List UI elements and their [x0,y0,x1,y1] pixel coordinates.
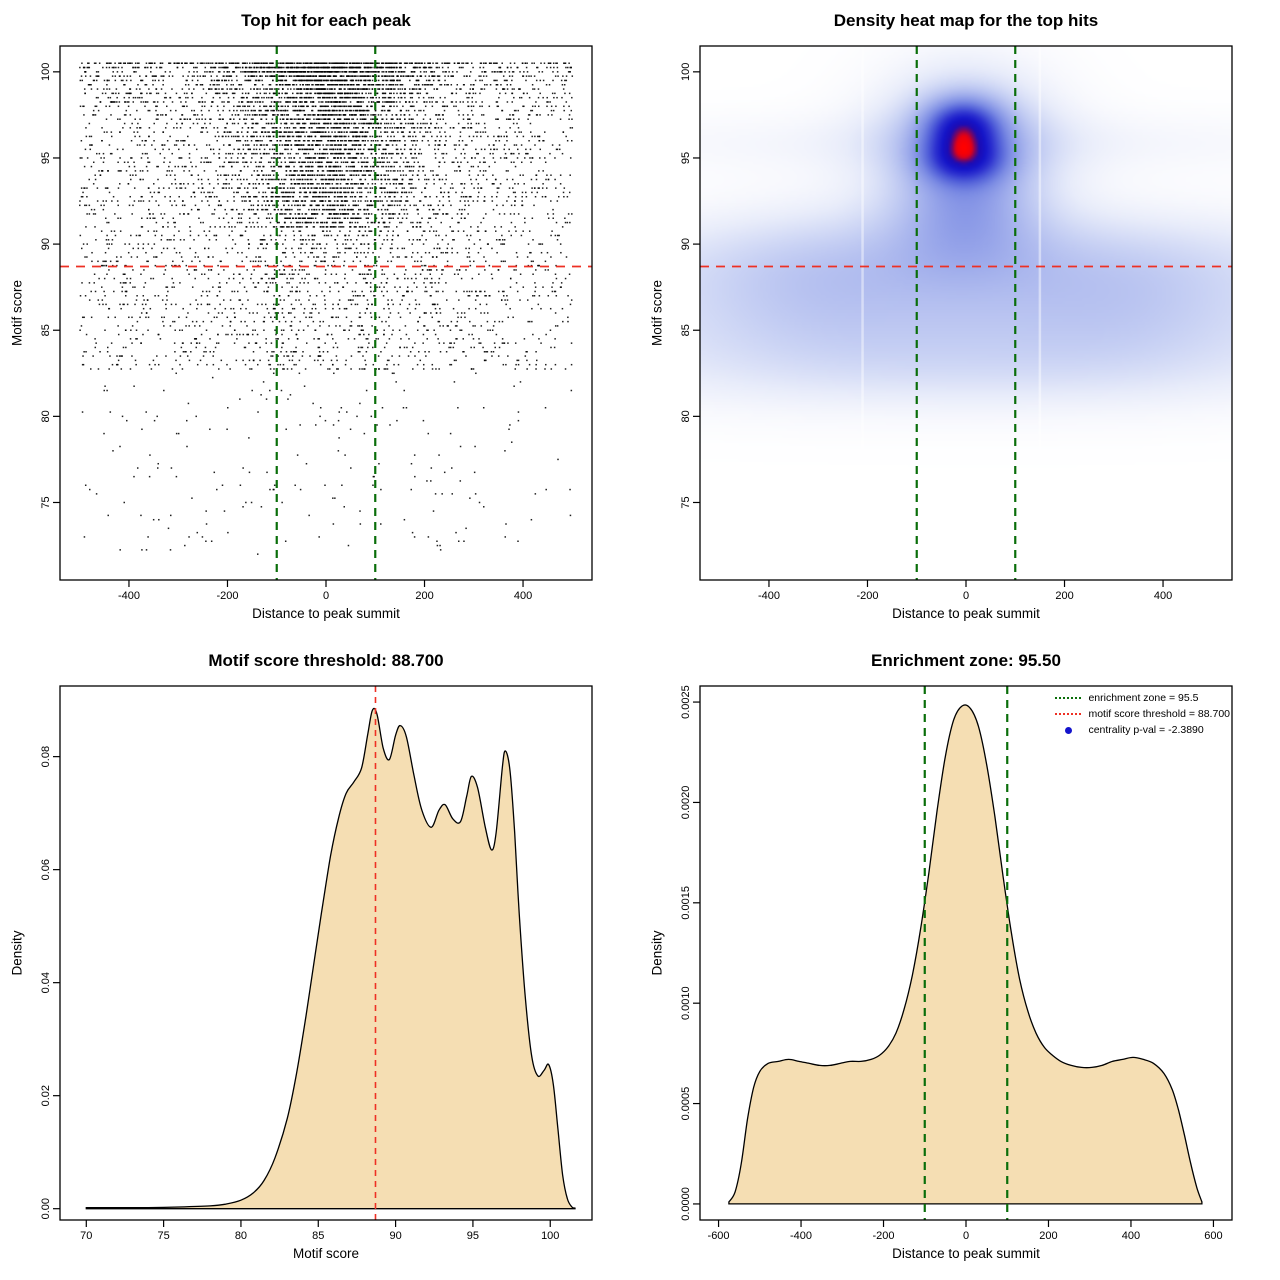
legend-red-line [1055,713,1082,715]
x-tick-label: 400 [514,590,532,602]
chart-title: Density heat map for the top hits [833,11,1099,30]
chart-title: Motif score threshold: 88.700 [208,651,444,670]
x-tick-label: 80 [235,1230,247,1242]
x-tick-label: -400 [758,590,780,602]
x-tick-label: 0 [323,590,329,602]
dotted-line-icon [1055,697,1082,699]
legend-label: enrichment zone = 95.5 [1088,692,1199,704]
density-curve [85,707,576,1210]
x-axis-label: Distance to peak summit [252,606,400,621]
panel-enrichment-zone-density: Enrichment zone: 95.50 -600 -400 -200 0 200 4… [640,640,1280,1280]
x-tick-label: 100 [541,1230,559,1242]
dotted-line-icon [1055,713,1082,715]
y-tick-label: 85 [40,324,52,336]
x-tick-label: 400 [1154,590,1172,602]
y-tick-label: 0.0025 [680,685,692,719]
y-tick-label: 80 [680,410,692,422]
chart-title: Enrichment zone: 95.50 [871,651,1061,670]
panel-top-hit-scatter: Top hit for each peak -400 -200 0 200 400 75 8… [0,0,640,640]
legend-green-line [1055,697,1082,699]
scatter-axes: -400 -200 0 200 400 75 80 85 90 95 100 [40,45,593,602]
plot-border [59,45,593,581]
legend-label: centrality p-val = -2.3890 [1088,724,1204,736]
y-tick-label: 95 [680,152,692,164]
legend-item-enrichment-zone: enrichment zone = 95.5 [1055,690,1230,706]
y-tick-label: 90 [40,238,52,250]
x-tick-label: 90 [389,1230,401,1242]
score-density-plot: 70 75 80 85 90 95 100 0.00 0.02 0.04 0.06 0.08 [40,685,593,1242]
heatmap-axes: -400 -200 0 200 400 75 80 85 90 95 100 [680,45,1233,602]
scatter-points-canvas [60,46,592,580]
y-tick-label: 0.04 [40,972,52,993]
x-tick-label: -200 [216,590,238,602]
panel-motif-score-density: Motif score threshold: 88.700 70 75 80 85 90… [0,640,640,1280]
x-tick-label: 0 [963,590,969,602]
legend-item-score-threshold: motif score threshold = 88.700 [1055,706,1230,722]
x-tick-label: 400 [1122,1230,1140,1242]
y-tick-label: 80 [40,410,52,422]
y-axis-label: Density [649,930,665,976]
legend-label: motif score threshold = 88.700 [1088,708,1230,720]
y-tick-label: 0.0020 [680,786,692,820]
y-axis-label: Motif score [649,279,665,347]
legend-item-centrality-pval: centrality p-val = -2.3890 [1055,722,1230,738]
x-tick-label: -400 [118,590,140,602]
dot-icon [1055,726,1081,734]
x-tick-label: -200 [856,590,878,602]
x-tick-label: -400 [790,1230,812,1242]
x-tick-label: 600 [1204,1230,1222,1242]
legend-blue-dot [1064,726,1072,734]
legend: enrichment zone = 95.5 motif score thres… [1055,690,1230,738]
density-curve [728,704,1203,1205]
x-axis-label: Distance to peak summit [892,606,1040,621]
x-tick-label: -200 [873,1230,895,1242]
y-tick-label: 100 [680,63,692,81]
x-tick-label: 75 [157,1230,169,1242]
chart-title: Top hit for each peak [241,11,411,30]
y-tick-label: 90 [680,238,692,250]
x-tick-label: 200 [1055,590,1073,602]
y-tick-label: 0.08 [40,746,52,767]
plot-border [59,685,593,1221]
heatmap-canvas [700,46,1232,580]
panel-density-heatmap: Density heat map for the top hits -400 -2… [640,0,1280,640]
y-tick-label: 0.0015 [680,886,692,920]
y-tick-label: 85 [680,324,692,336]
y-tick-label: 0.02 [40,1085,52,1106]
y-tick-label: 0.06 [40,859,52,880]
x-tick-label: 200 [415,590,433,602]
x-tick-label: 0 [963,1230,969,1242]
y-tick-label: 0.0005 [680,1087,692,1121]
y-tick-label: 75 [680,496,692,508]
y-tick-label: 100 [40,63,52,81]
x-tick-label: 85 [312,1230,324,1242]
y-tick-label: 0.0000 [680,1187,692,1221]
y-tick-label: 75 [40,496,52,508]
plot-border [699,45,1233,581]
x-axis-label: Motif score [292,1246,360,1261]
x-axis-label: Distance to peak summit [892,1246,1040,1261]
summit-density-plot: -600 -400 -200 0 200 400 600 0.0000 0.0005 0.0010… [680,685,1233,1242]
x-tick-label: 200 [1039,1230,1057,1242]
y-tick-label: 0.00 [40,1198,52,1219]
y-tick-label: 95 [40,152,52,164]
x-tick-label: -600 [708,1230,730,1242]
y-tick-label: 0.0010 [680,986,692,1020]
y-axis-label: Density [9,930,25,976]
y-axis-label: Motif score [9,279,25,347]
x-tick-label: 95 [467,1230,479,1242]
x-tick-label: 70 [80,1230,92,1242]
